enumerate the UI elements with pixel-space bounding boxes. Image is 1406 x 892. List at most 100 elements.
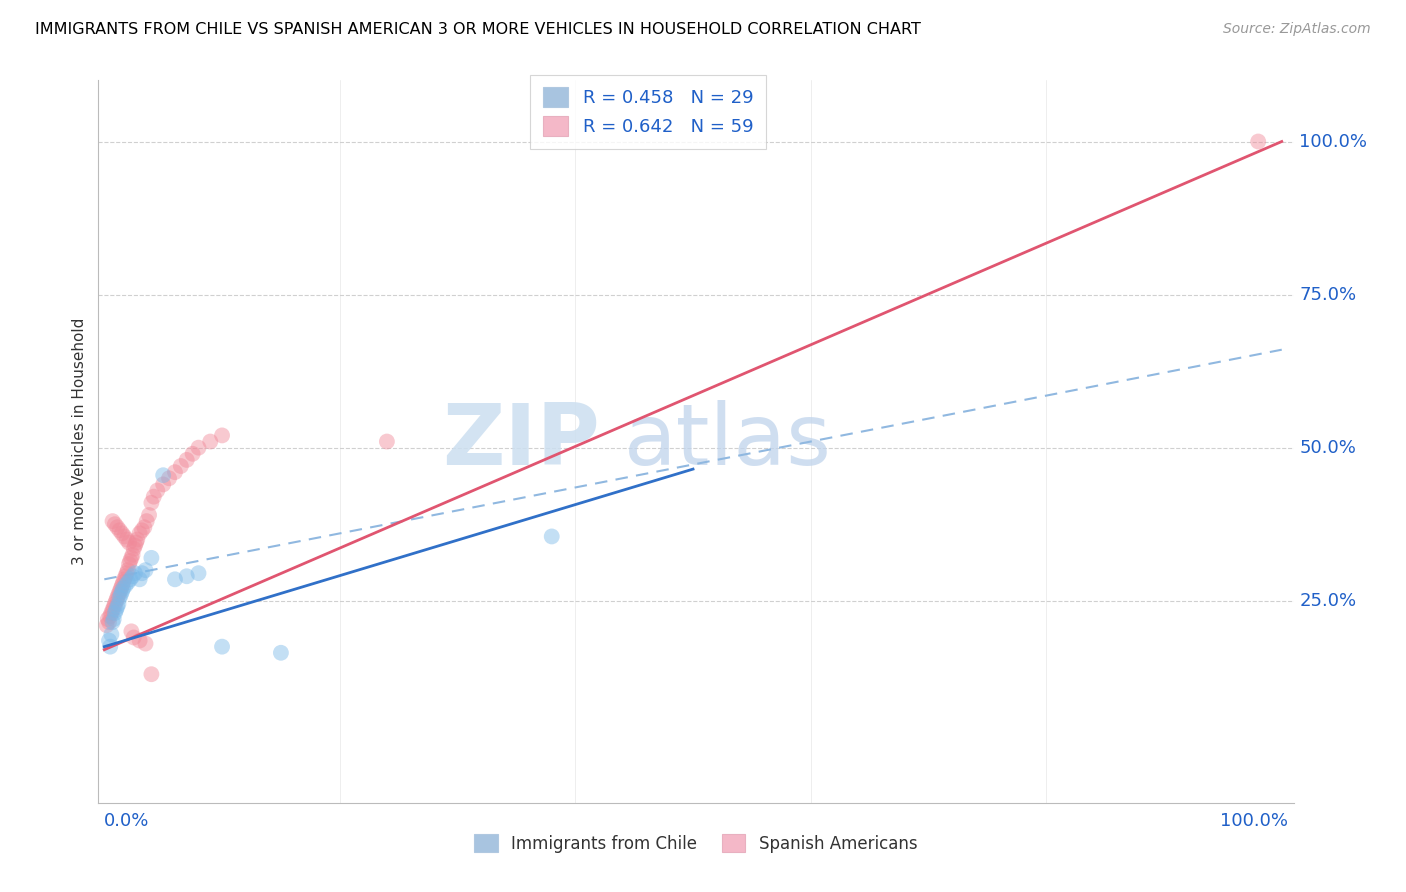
Point bbox=[105, 603, 128, 617]
Point bbox=[98, 609, 121, 624]
Point bbox=[96, 618, 118, 632]
Point bbox=[176, 453, 198, 467]
Point bbox=[141, 667, 163, 681]
Point bbox=[187, 566, 209, 581]
Point bbox=[103, 612, 125, 626]
Point bbox=[107, 597, 129, 611]
Point bbox=[176, 569, 198, 583]
Point bbox=[134, 637, 156, 651]
Point bbox=[118, 557, 141, 571]
Point bbox=[104, 597, 127, 611]
Text: 100.0%: 100.0% bbox=[1299, 133, 1368, 151]
Point bbox=[128, 526, 150, 541]
Point bbox=[163, 465, 186, 479]
Text: atlas: atlas bbox=[624, 400, 832, 483]
Point bbox=[105, 591, 128, 605]
Point bbox=[124, 566, 146, 581]
Point bbox=[170, 458, 193, 473]
Point bbox=[111, 526, 134, 541]
Point bbox=[187, 441, 209, 455]
Point bbox=[100, 627, 122, 641]
Point bbox=[211, 640, 233, 654]
Point bbox=[131, 566, 153, 581]
Point bbox=[101, 615, 124, 630]
Point bbox=[211, 428, 233, 442]
Text: 100.0%: 100.0% bbox=[1219, 812, 1288, 830]
Point bbox=[141, 550, 163, 565]
Text: 0.0%: 0.0% bbox=[104, 812, 149, 830]
Point bbox=[157, 471, 180, 485]
Point bbox=[124, 539, 146, 553]
Point bbox=[163, 572, 186, 586]
Point bbox=[146, 483, 169, 498]
Point bbox=[200, 434, 222, 449]
Point bbox=[118, 535, 141, 549]
Point bbox=[112, 572, 135, 586]
Point bbox=[105, 520, 128, 534]
Point bbox=[104, 517, 127, 532]
Point bbox=[135, 514, 157, 528]
Point bbox=[120, 554, 142, 568]
Point bbox=[540, 529, 562, 543]
Point bbox=[112, 575, 135, 590]
Text: 75.0%: 75.0% bbox=[1299, 285, 1357, 303]
Point bbox=[270, 646, 292, 660]
Point bbox=[107, 588, 129, 602]
Point bbox=[125, 535, 148, 549]
Point bbox=[120, 624, 142, 639]
Point bbox=[108, 584, 131, 599]
Y-axis label: 3 or more Vehicles in Household: 3 or more Vehicles in Household bbox=[72, 318, 87, 566]
Point bbox=[110, 588, 132, 602]
Point bbox=[128, 633, 150, 648]
Point bbox=[112, 582, 135, 596]
Point bbox=[111, 584, 134, 599]
Point bbox=[375, 434, 398, 449]
Point bbox=[181, 447, 204, 461]
Point bbox=[97, 612, 120, 626]
Point bbox=[122, 631, 145, 645]
Point bbox=[120, 550, 142, 565]
Point bbox=[141, 496, 163, 510]
Point bbox=[122, 541, 145, 556]
Point bbox=[114, 578, 136, 592]
Point bbox=[121, 548, 143, 562]
Point bbox=[105, 593, 128, 607]
Point bbox=[98, 633, 121, 648]
Point bbox=[112, 529, 135, 543]
Point bbox=[134, 563, 156, 577]
Point bbox=[138, 508, 160, 522]
Point bbox=[128, 572, 150, 586]
Point bbox=[121, 569, 143, 583]
Point bbox=[120, 572, 142, 586]
Point bbox=[1247, 135, 1270, 149]
Point bbox=[98, 640, 121, 654]
Text: ZIP: ZIP bbox=[443, 400, 600, 483]
Text: IMMIGRANTS FROM CHILE VS SPANISH AMERICAN 3 OR MORE VEHICLES IN HOUSEHOLD CORREL: IMMIGRANTS FROM CHILE VS SPANISH AMERICA… bbox=[35, 22, 921, 37]
Point bbox=[127, 533, 149, 547]
Point bbox=[114, 569, 136, 583]
Point bbox=[104, 606, 127, 620]
Point bbox=[100, 606, 122, 620]
Point bbox=[110, 582, 132, 596]
Point bbox=[111, 578, 134, 592]
Point bbox=[108, 591, 131, 605]
Text: Source: ZipAtlas.com: Source: ZipAtlas.com bbox=[1223, 22, 1371, 37]
Point bbox=[152, 477, 174, 491]
Point bbox=[105, 599, 128, 614]
Point bbox=[108, 524, 131, 538]
Point bbox=[101, 603, 124, 617]
Point bbox=[142, 490, 165, 504]
Point bbox=[134, 520, 156, 534]
Legend: Immigrants from Chile, Spanish Americans: Immigrants from Chile, Spanish Americans bbox=[468, 828, 924, 860]
Point bbox=[117, 563, 139, 577]
Point bbox=[101, 514, 124, 528]
Point bbox=[117, 575, 139, 590]
Point bbox=[131, 524, 153, 538]
Point bbox=[152, 468, 174, 483]
Point bbox=[103, 599, 125, 614]
Point bbox=[115, 533, 138, 547]
Text: 25.0%: 25.0% bbox=[1299, 591, 1357, 610]
Point bbox=[115, 566, 138, 581]
Point bbox=[98, 615, 121, 630]
Text: 50.0%: 50.0% bbox=[1299, 439, 1357, 457]
